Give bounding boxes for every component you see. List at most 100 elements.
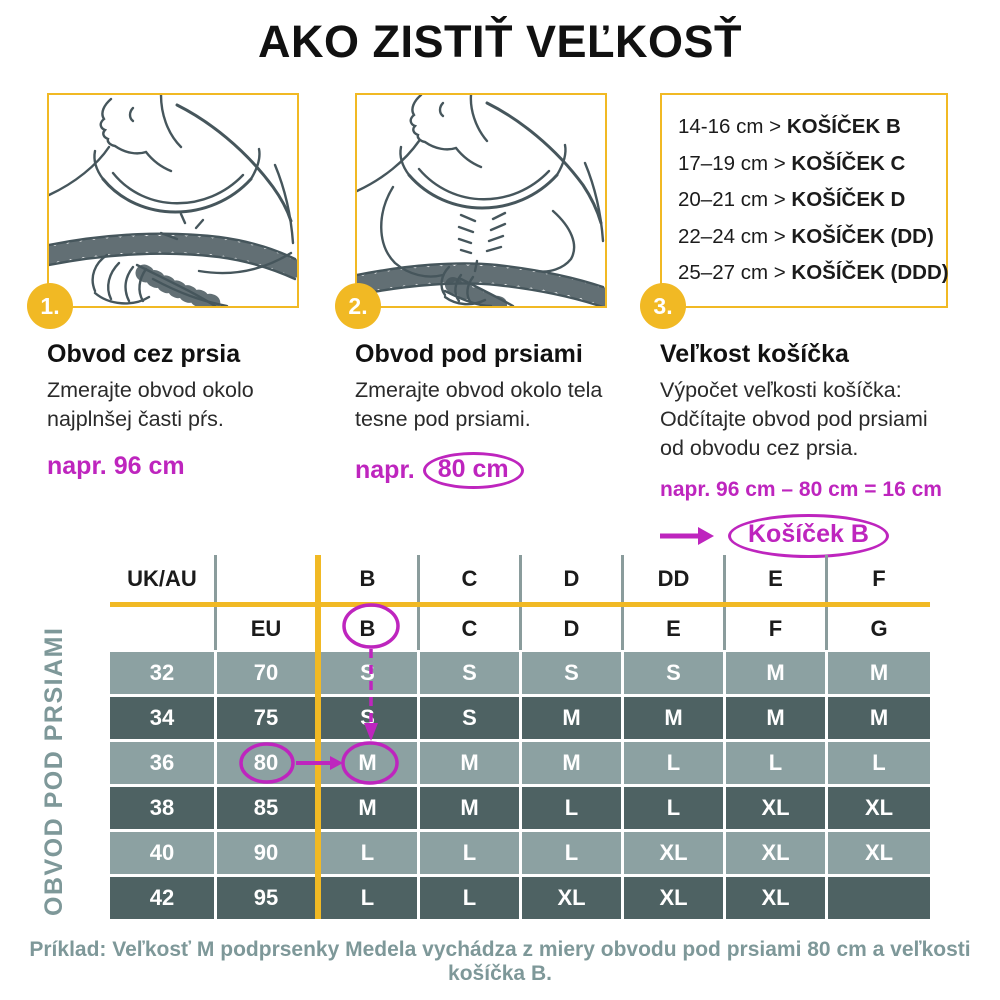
table-cell: XL — [624, 832, 726, 874]
table-cell: L — [726, 742, 828, 784]
measure-under-bust-illustration — [357, 95, 605, 306]
table-header-cell: C — [420, 607, 522, 650]
arrow-right-icon — [660, 527, 714, 546]
step-3-column: 14-16 cm > KOŠÍČEK B 17–19 cm > KOŠÍČEK … — [640, 93, 949, 559]
table-cell: L — [624, 787, 726, 829]
table-header-cell: F — [872, 565, 886, 591]
step-2-body-line: Zmerajte obvod okolo tela — [355, 378, 603, 402]
table-cell: S — [318, 652, 420, 694]
cup-name: KOŠÍČEK B — [786, 115, 901, 138]
table-cell: XL — [726, 832, 828, 874]
table-cell: 32 — [110, 652, 217, 694]
table-cell: L — [318, 832, 420, 874]
cup-size-chart: 14-16 cm > KOŠÍČEK B 17–19 cm > KOŠÍČEK … — [662, 95, 949, 285]
gt-separator: > — [768, 151, 792, 175]
table-cell: S — [420, 652, 522, 694]
table-header-cell: B — [318, 607, 420, 650]
example-value: 96 cm — [113, 451, 185, 480]
table-header-cell: UK/AU — [110, 555, 217, 602]
table-header-eu-row: EU B C D E F G — [110, 607, 930, 650]
step-2-badge: 2. — [335, 283, 381, 329]
step-1-column: 1. Obvod cez prsia Zmerajte obvod okolo … — [27, 93, 299, 481]
table-row: 38 85 M M L L XL XL — [110, 787, 930, 829]
step-3-result: Košíček B — [660, 514, 948, 559]
step-2-column: 2. Obvod pod prsiami Zmerajte obvod okol… — [335, 93, 607, 489]
table-header-cell — [110, 607, 217, 650]
table-cell: M — [624, 697, 726, 739]
table-cell: L — [318, 877, 420, 919]
cup-range: 17–19 cm — [678, 151, 769, 175]
cup-name: KOŠÍČEK (DDD) — [791, 261, 949, 284]
table-header-ukau-row: UK/AU B C D DD E F — [110, 555, 930, 602]
table-cell: XL — [624, 877, 726, 919]
step-2-body-line: tesne pod prsiami. — [355, 406, 531, 431]
step-3-badge: 3. — [640, 283, 686, 329]
step-3-body-line: Výpočet veľkosti košíčka: — [660, 378, 902, 402]
table-cell — [828, 877, 930, 919]
table-header-cell: D — [522, 555, 624, 602]
measure-over-bust-illustration — [49, 95, 297, 306]
step-3-box: 14-16 cm > KOŠÍČEK B 17–19 cm > KOŠÍČEK … — [640, 93, 949, 329]
cup-name: KOŠÍČEK (DD) — [791, 224, 934, 248]
table-header-cell: E — [624, 607, 726, 650]
table-body: 32 70 S S S S M M 34 75 S S M M M M 36 — [110, 652, 930, 919]
table-cell: M — [420, 742, 522, 784]
example-prefix: napr. — [47, 451, 107, 480]
table-cell: 90 — [217, 832, 318, 874]
cup-chart-row: 14-16 cm > KOŠÍČEK B — [678, 115, 946, 139]
table-cell: M — [522, 742, 624, 784]
table-cell: M — [318, 742, 420, 784]
step-1-heading: Obvod cez prsia — [47, 340, 241, 368]
cup-range: 14-16 cm — [678, 115, 764, 138]
table-header-cell: DD — [624, 555, 726, 602]
yellow-divider-line — [110, 602, 930, 607]
table-cell: S — [420, 697, 522, 739]
ellipse-highlight: 80 cm — [422, 451, 524, 489]
table-cell: XL — [828, 787, 930, 829]
gt-separator: > — [768, 261, 792, 284]
table-cell: XL — [522, 877, 624, 919]
table-cell: 42 — [110, 877, 217, 919]
cup-range: 20–21 cm — [678, 188, 769, 211]
table-cell: 36 — [110, 742, 217, 784]
table-cell: M — [420, 787, 522, 829]
table-cell: 40 — [110, 832, 217, 874]
table-header-cell: F — [726, 607, 828, 650]
cup-chart-row: 22–24 cm > KOŠÍČEK (DD) — [678, 225, 946, 249]
step-3-body-line: od obvodu cez prsia. — [660, 435, 859, 460]
gt-separator: > — [763, 115, 787, 138]
table-cell: L — [522, 832, 624, 874]
table-cell: L — [828, 742, 930, 784]
table-cell: L — [624, 742, 726, 784]
result-ellipse-highlight: Košíček B — [728, 514, 889, 559]
table-cell: L — [420, 877, 522, 919]
table-row: 32 70 S S S S M M — [110, 652, 930, 694]
table-cell: 85 — [217, 787, 318, 829]
cup-chart-row: 20–21 cm > KOŠÍČEK D — [678, 188, 946, 212]
step-2-heading: Obvod pod prsiami — [355, 340, 583, 368]
step-3-heading: Veľkost košíčka — [660, 340, 849, 368]
table-cell: XL — [726, 787, 828, 829]
table-cell: M — [828, 652, 930, 694]
table-cell: M — [318, 787, 420, 829]
cup-name: KOŠÍČEK C — [791, 151, 906, 175]
gt-separator: > — [768, 224, 792, 248]
underbust-axis-label: OBVOD POD PRSIAMI — [40, 626, 68, 916]
cup-range: 25–27 cm — [678, 261, 769, 284]
table-cell: 95 — [217, 877, 318, 919]
table-cell: M — [726, 652, 828, 694]
step-1-example: napr. 96 cm — [47, 452, 299, 481]
table-header-cell — [217, 555, 318, 602]
step-2-example: napr. 80 cm — [355, 451, 607, 489]
table-cell: M — [828, 697, 930, 739]
table-cell: 75 — [217, 697, 318, 739]
step-1-body-line: Zmerajte obvod okolo — [47, 378, 254, 402]
cup-name: KOŠÍČEK D — [791, 188, 906, 211]
step-2-box: 2. — [335, 93, 607, 329]
table-header-cell: C — [420, 555, 522, 602]
table-cell: L — [522, 787, 624, 829]
example-prefix: napr. — [355, 455, 415, 484]
cup-chart-row: 25–27 cm > KOŠÍČEK (DDD) — [678, 261, 949, 285]
page-title: AKO ZISTIŤ VEĽKOSŤ — [257, 16, 742, 67]
table-cell: 80 — [217, 742, 318, 784]
